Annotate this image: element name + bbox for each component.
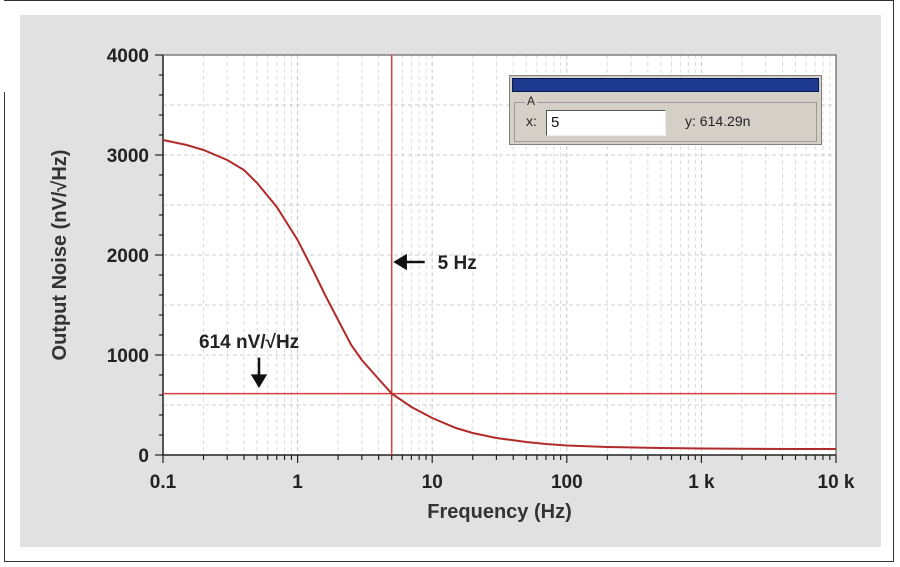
cursor-x-label: x:: [526, 113, 537, 129]
noise-arrow-icon: [250, 357, 268, 389]
x-tick-label: 10 k: [818, 472, 855, 493]
annotations: 5 Hz 614 nV/√Hz: [199, 253, 477, 389]
frame-left-line: [4, 92, 5, 562]
x-tick-label: 1 k: [688, 472, 715, 493]
y-tick-label: 2000: [107, 246, 149, 267]
x-tick-label: 100: [551, 472, 583, 493]
x-axis-title: Frequency (Hz): [427, 501, 571, 523]
freq-arrow-icon: [393, 253, 425, 271]
frame-top-line: [4, 0, 894, 1]
freq-annotation: 5 Hz: [438, 253, 477, 274]
tick-labels: 0.1 1 10 100 1 k 10 k 0 1000 2000 3000 4000: [107, 46, 855, 493]
cursor-group-a: A x: 5 y: 614.29n: [514, 94, 817, 142]
cursor-group-label: A: [525, 94, 538, 108]
cursor-y-readout: y: 614.29n: [685, 113, 751, 129]
x-tick-label: 0.1: [150, 472, 177, 493]
y-tick-label: 3000: [107, 146, 149, 167]
y-tick-label: 4000: [107, 46, 149, 67]
y-axis-title: Output Noise (nV/√Hz): [49, 150, 71, 361]
axes: [155, 54, 837, 463]
y-tick-label: 0: [138, 446, 149, 467]
x-tick-label: 10: [422, 472, 443, 493]
cursor-x-input[interactable]: 5: [546, 110, 666, 136]
x-tick-label: 1: [292, 472, 303, 493]
frame-right-line: [893, 0, 894, 562]
frame-bottom-line: [4, 561, 894, 562]
cursor-readout-box[interactable]: A x: 5 y: 614.29n: [509, 75, 822, 145]
cursor-titlebar[interactable]: [512, 78, 819, 92]
series-line-output-noise: [162, 139, 836, 450]
cursor-lines: [163, 55, 836, 455]
y-tick-label: 1000: [107, 346, 149, 367]
noise-annotation: 614 nV/√Hz: [199, 332, 299, 353]
